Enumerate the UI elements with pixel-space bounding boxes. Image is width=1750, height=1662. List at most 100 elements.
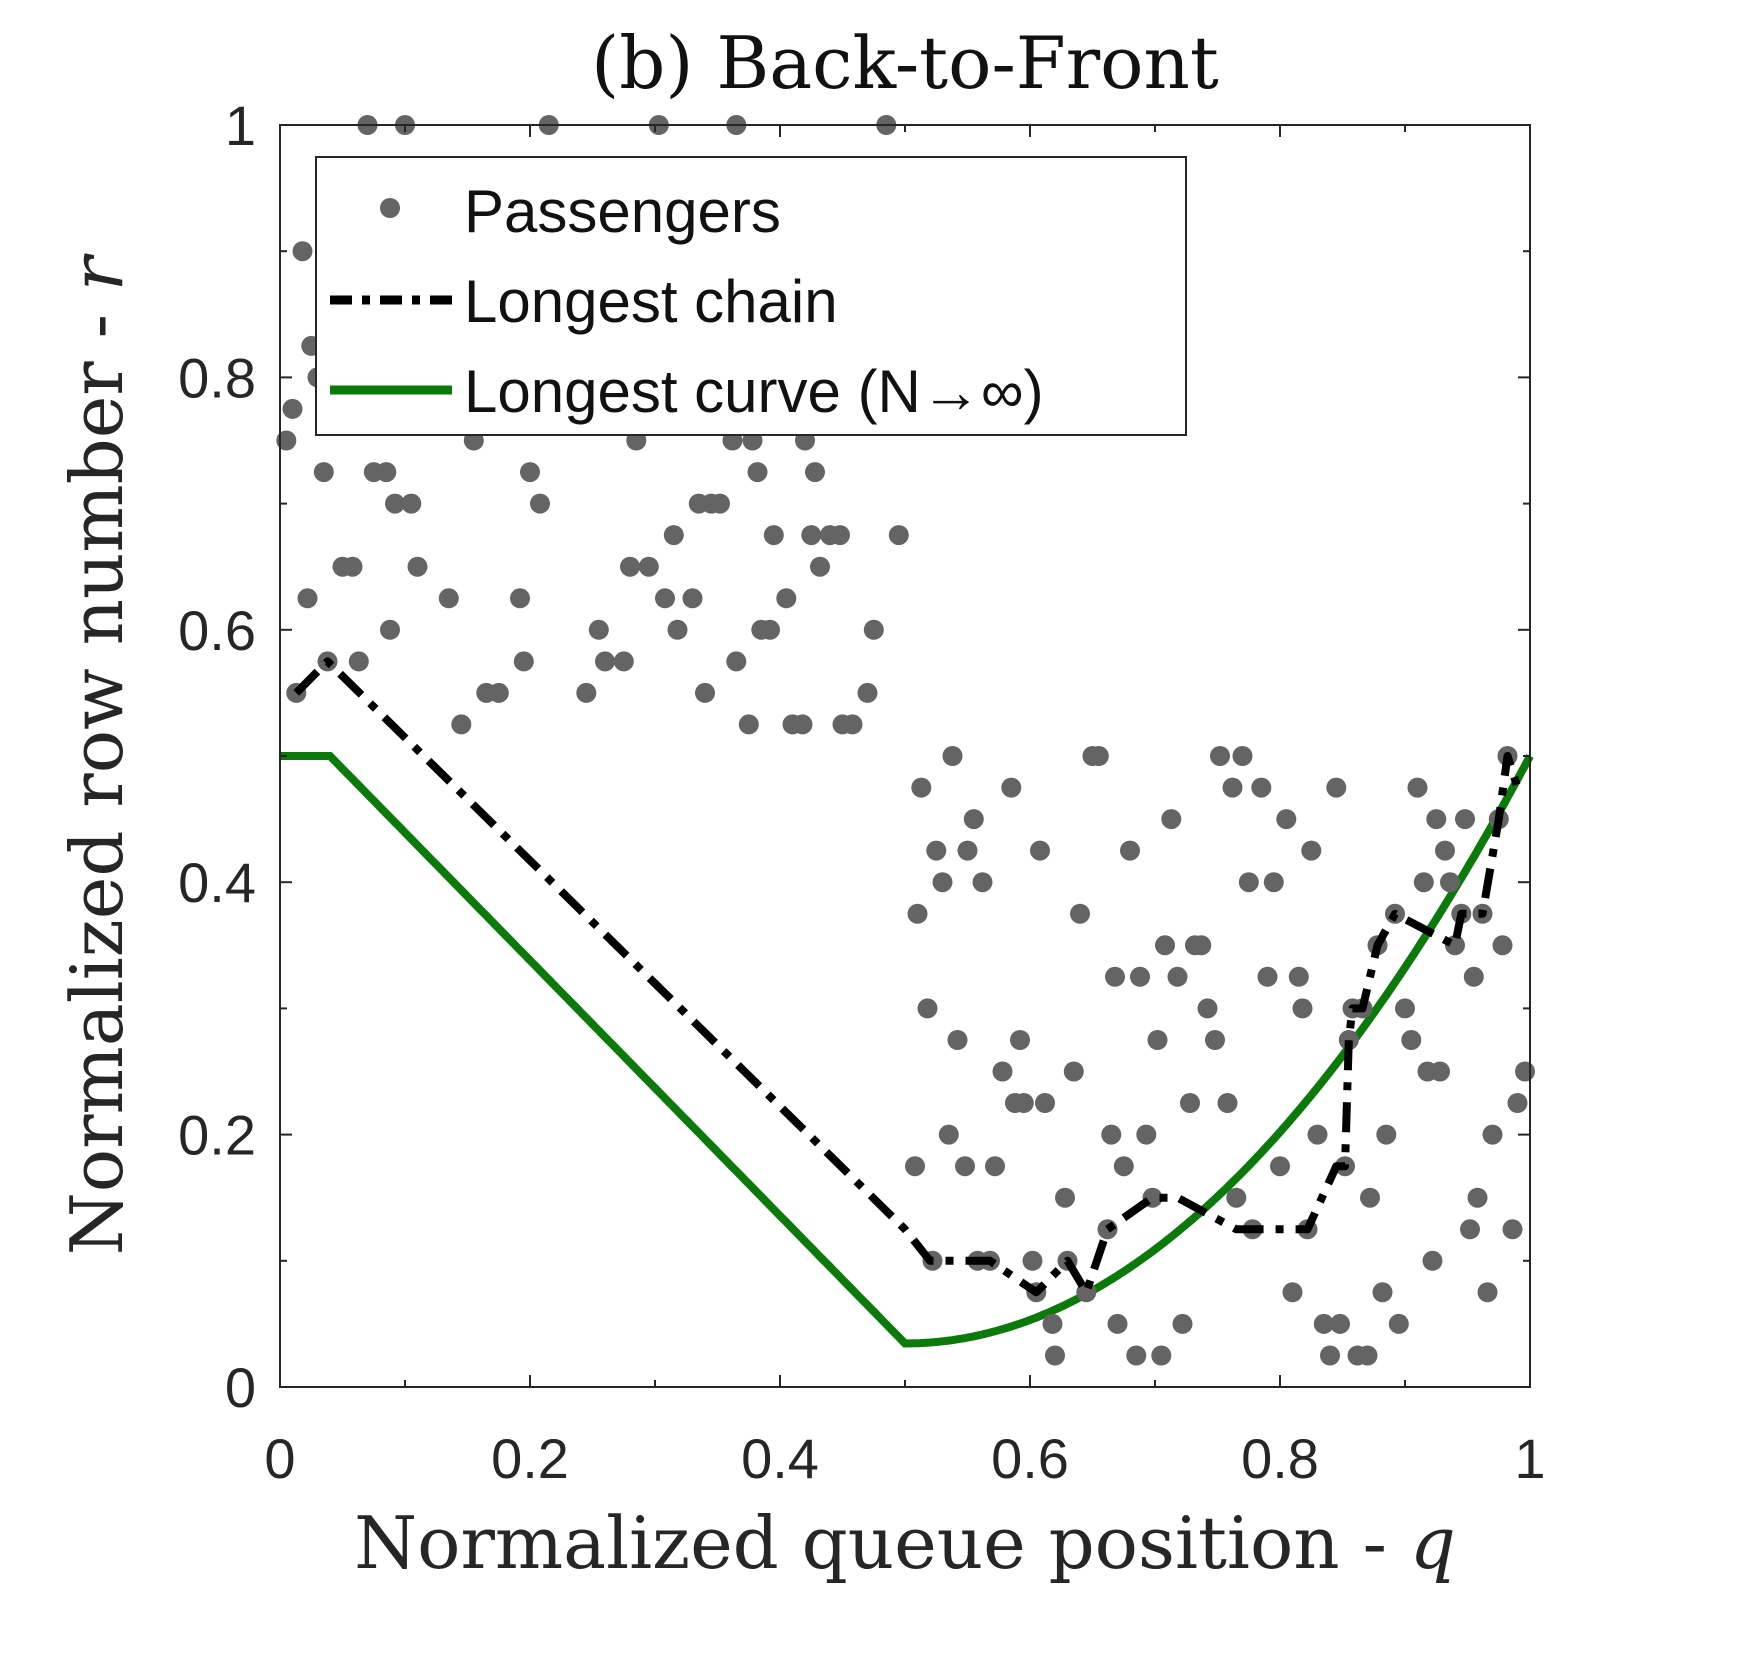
passenger-point <box>1422 1250 1443 1271</box>
passenger-point <box>738 714 759 735</box>
passenger-point <box>747 462 768 483</box>
y-tick-label: 0 <box>225 1356 256 1419</box>
passenger-point <box>1070 903 1090 924</box>
passenger-point <box>1055 1187 1075 1208</box>
passenger-point <box>1288 966 1309 987</box>
passenger-point <box>792 714 813 735</box>
passenger-point <box>292 241 313 262</box>
passenger-point <box>947 1030 968 1050</box>
passenger-point <box>810 556 830 577</box>
passenger-point <box>857 682 878 703</box>
passenger-point <box>1097 1219 1118 1240</box>
passenger-point <box>1482 1124 1503 1145</box>
passenger-point <box>401 493 422 514</box>
passenger-point <box>638 556 659 577</box>
passenger-point <box>1492 935 1513 956</box>
passenger-point <box>1217 1093 1238 1113</box>
passenger-point <box>655 588 675 609</box>
passenger-point <box>1042 1313 1063 1334</box>
passenger-point <box>1313 1313 1334 1334</box>
passenger-point <box>1161 809 1182 830</box>
passenger-point <box>801 525 822 546</box>
legend-chain-label: Longest chain <box>464 268 838 335</box>
passenger-point <box>1130 966 1150 987</box>
tick-labels: 0 0.2 0.4 0.6 0.8 1 0 0.2 0.4 0.6 0.8 1 <box>178 94 1545 1490</box>
passenger-point <box>313 462 334 483</box>
passenger-point <box>805 462 825 483</box>
legend-passengers-marker <box>380 198 400 218</box>
passenger-point <box>282 398 303 419</box>
x-tick-label: 0.6 <box>991 1427 1069 1490</box>
passenger-point <box>438 588 459 609</box>
tick-marks <box>279 124 1531 1388</box>
passenger-point <box>1338 1030 1359 1050</box>
passenger-point <box>842 714 863 735</box>
passenger-point <box>1357 1345 1378 1366</box>
passenger-point <box>907 903 928 924</box>
legend-curve-label: Longest curve (N→∞) <box>464 358 1044 425</box>
passenger-point <box>1172 1313 1193 1334</box>
passenger-point <box>613 651 634 672</box>
passenger-point <box>938 1124 959 1145</box>
y-tick-label: 0.4 <box>178 851 256 914</box>
passenger-point <box>513 651 534 672</box>
passenger-point <box>1276 809 1297 830</box>
passenger-point <box>932 872 953 893</box>
passenger-point <box>1330 1313 1350 1334</box>
passenger-point <box>663 525 684 546</box>
legend: Passengers Longest chain Longest curve (… <box>315 156 1187 436</box>
passenger-point <box>1430 1061 1450 1082</box>
passenger-point <box>380 619 400 640</box>
passenger-point <box>1326 777 1347 798</box>
passenger-point <box>1191 935 1212 956</box>
passenger-point <box>726 651 747 672</box>
passenger-point <box>830 525 850 546</box>
passenger-point <box>992 1061 1013 1082</box>
passenger-point <box>488 682 509 703</box>
passenger-point <box>888 525 909 546</box>
passenger-point <box>1022 1250 1043 1271</box>
y-tick-label: 0.8 <box>178 346 256 409</box>
passenger-point <box>385 493 405 514</box>
passenger-point <box>1035 1093 1055 1113</box>
passenger-point <box>1360 1187 1380 1208</box>
passenger-point <box>667 619 688 640</box>
passenger-point <box>1101 1124 1122 1145</box>
passenger-point <box>1467 1187 1488 1208</box>
passenger-point <box>1463 966 1484 987</box>
passenger-point <box>595 651 615 672</box>
passenger-point <box>763 525 784 546</box>
passenger-point <box>1251 777 1272 798</box>
chart-title: (b) Back-to-Front <box>591 21 1219 105</box>
passenger-point <box>510 588 530 609</box>
passenger-point <box>776 588 797 609</box>
passenger-point <box>451 714 472 735</box>
passenger-point <box>972 872 993 893</box>
passenger-point <box>1320 1345 1340 1366</box>
passenger-point <box>348 651 369 672</box>
passenger-point <box>588 619 609 640</box>
passenger-point <box>1413 872 1434 893</box>
passenger-point <box>863 619 884 640</box>
passenger-point <box>695 682 715 703</box>
passenger-point <box>1307 1124 1328 1145</box>
passenger-point <box>1155 935 1175 956</box>
passenger-point <box>710 493 730 514</box>
passenger-point <box>1257 966 1278 987</box>
passenger-point <box>1455 809 1475 830</box>
passenger-point <box>1401 1030 1422 1050</box>
y-tick-label: 1 <box>225 94 256 157</box>
passenger-point <box>1226 1187 1247 1208</box>
passenger-point <box>1372 1282 1393 1303</box>
passenger-point <box>1126 1345 1147 1366</box>
passenger-point <box>1180 1093 1200 1113</box>
passenger-point <box>760 619 780 640</box>
passenger-point <box>1045 1345 1065 1366</box>
passenger-point <box>1151 1345 1172 1366</box>
passenger-point <box>926 840 947 861</box>
passenger-point <box>1063 1061 1084 1082</box>
passenger-point <box>1120 840 1140 861</box>
passenger-point <box>1477 1282 1498 1303</box>
passenger-point <box>963 809 984 830</box>
